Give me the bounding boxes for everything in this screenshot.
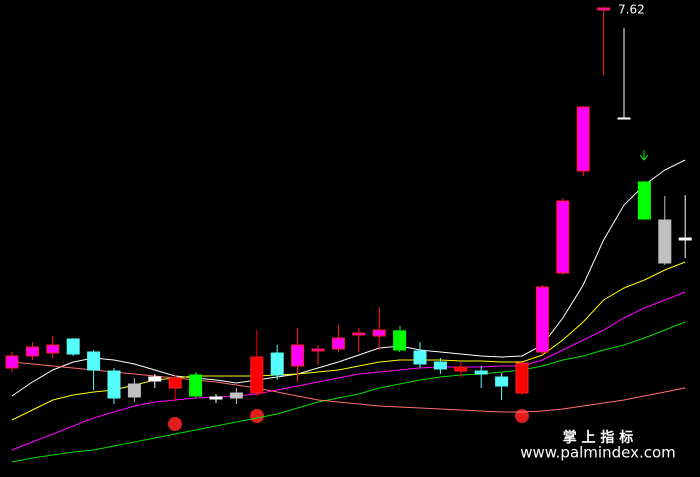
candle-body (617, 117, 631, 120)
candle-body (474, 370, 488, 375)
candle-body (127, 383, 141, 398)
candle-body (535, 286, 549, 353)
candle-body (189, 374, 203, 397)
candle-body (66, 338, 80, 355)
candle-body (454, 366, 468, 372)
candle-body (678, 237, 692, 241)
candle-body (46, 344, 60, 354)
candle-body (637, 181, 651, 220)
candle-body (597, 7, 611, 11)
signal-arrow (639, 150, 649, 161)
candle-body (87, 351, 101, 371)
watermark-url: www.palmindex.com (520, 444, 676, 462)
candle-body (5, 355, 19, 369)
candle-body (576, 106, 590, 172)
candle-body (311, 348, 325, 352)
signal-badge (168, 417, 182, 431)
candles (5, 7, 692, 404)
ma-line (11, 361, 686, 413)
candle-body (250, 356, 264, 394)
candle-body (331, 337, 345, 350)
candle-body (658, 219, 672, 264)
candle-body (168, 377, 182, 389)
candle-body (25, 346, 39, 357)
candle-body (372, 329, 386, 337)
ma-line (11, 291, 686, 451)
watermark-title: 掌 上 指 标 (563, 429, 634, 446)
candle-body (291, 344, 305, 367)
candle-body (270, 352, 284, 376)
candle-body (556, 200, 570, 274)
ma-line (11, 159, 686, 397)
candle-body (515, 362, 529, 394)
signal-badge (515, 409, 529, 423)
candle-body (495, 376, 509, 387)
candle-body (393, 330, 407, 351)
candle-body (352, 332, 366, 336)
candle-body (209, 396, 223, 400)
signals (88, 150, 649, 431)
high-label: 7.62 (618, 3, 645, 17)
signal-badge (250, 409, 264, 423)
candle-body (148, 376, 162, 382)
candle-body (107, 370, 121, 399)
ma-line (11, 261, 686, 421)
candle-body (229, 392, 243, 399)
candle-body (413, 350, 427, 365)
moving-averages (11, 159, 686, 463)
ma-line (11, 321, 686, 463)
candle-body (433, 361, 447, 370)
